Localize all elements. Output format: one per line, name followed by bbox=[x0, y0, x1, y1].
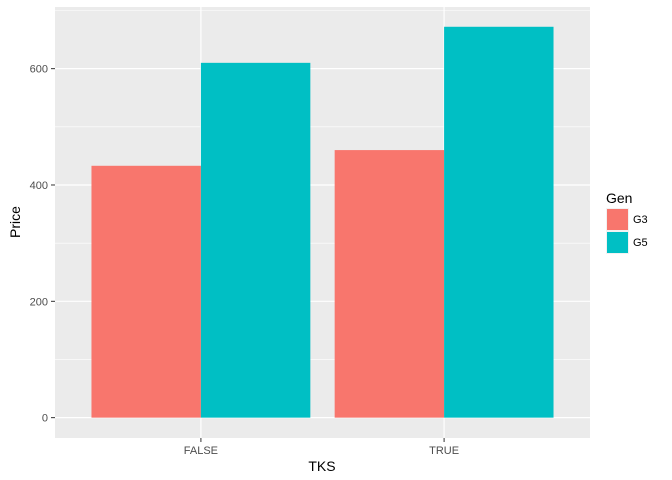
legend-title: Gen bbox=[606, 190, 632, 206]
bar-G5-TRUE bbox=[444, 26, 554, 418]
bar-G3-TRUE bbox=[334, 150, 445, 418]
x-axis-title: TKS bbox=[308, 458, 335, 474]
y-tick-label: 600 bbox=[30, 64, 48, 76]
bar-G5-FALSE bbox=[200, 62, 311, 418]
x-axis: FALSE TRUE bbox=[184, 438, 459, 457]
y-tick-label: 400 bbox=[30, 180, 48, 192]
bar-G3-FALSE bbox=[91, 165, 201, 418]
legend-label: G3 bbox=[633, 214, 648, 226]
bars bbox=[91, 26, 554, 418]
y-axis-title: Price bbox=[7, 206, 23, 238]
y-tick-label: 0 bbox=[42, 413, 48, 425]
legend: Gen G3 G5 bbox=[606, 190, 648, 254]
legend-swatch bbox=[607, 232, 628, 253]
y-tick-label: 200 bbox=[30, 296, 48, 308]
legend-swatch bbox=[607, 209, 628, 230]
x-tick-label: FALSE bbox=[184, 445, 218, 457]
y-axis: 0 200 400 600 bbox=[30, 64, 55, 425]
legend-label: G5 bbox=[633, 237, 648, 249]
x-tick-label: TRUE bbox=[429, 445, 459, 457]
